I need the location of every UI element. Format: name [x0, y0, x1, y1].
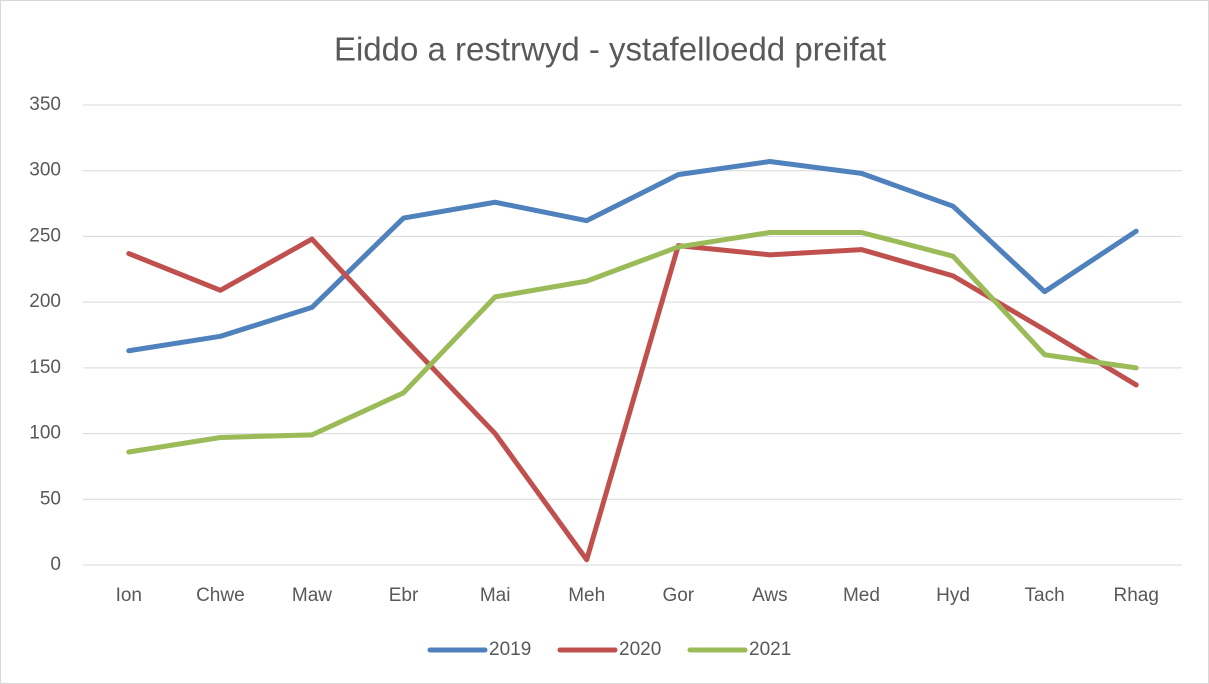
y-tick-label: 150	[29, 357, 61, 378]
series-line	[126, 159, 1139, 354]
x-tick-label: Gor	[662, 585, 694, 606]
x-tick-label: Maw	[292, 585, 332, 606]
x-tick-label: Aws	[752, 585, 788, 606]
y-tick-label: 0	[50, 554, 61, 575]
x-tick-label: Ion	[116, 585, 142, 606]
x-tick-label: Tach	[1025, 585, 1065, 606]
y-tick-label: 200	[29, 291, 61, 312]
y-tick-label: 50	[40, 488, 61, 509]
x-tick-label: Med	[843, 585, 880, 606]
series-line	[126, 229, 1139, 455]
y-tick-label: 350	[29, 94, 61, 115]
chart-title: Eiddo a restrwyd - ystafelloedd preifat	[334, 31, 886, 68]
x-tick-label: Ebr	[389, 585, 419, 606]
x-tick-label: Rhag	[1113, 585, 1158, 606]
x-tick-label: Meh	[568, 585, 605, 606]
x-tick-label: Hyd	[936, 585, 970, 606]
legend-label: 2019	[489, 639, 531, 660]
y-tick-label: 100	[29, 423, 61, 444]
x-tick-label: Mai	[480, 585, 511, 606]
x-tick-label: Chwe	[196, 585, 245, 606]
series-line	[126, 236, 1139, 563]
legend-label: 2021	[749, 639, 791, 660]
y-tick-label: 250	[29, 225, 61, 246]
legend-label: 2020	[619, 639, 661, 660]
y-tick-label: 300	[29, 160, 61, 181]
